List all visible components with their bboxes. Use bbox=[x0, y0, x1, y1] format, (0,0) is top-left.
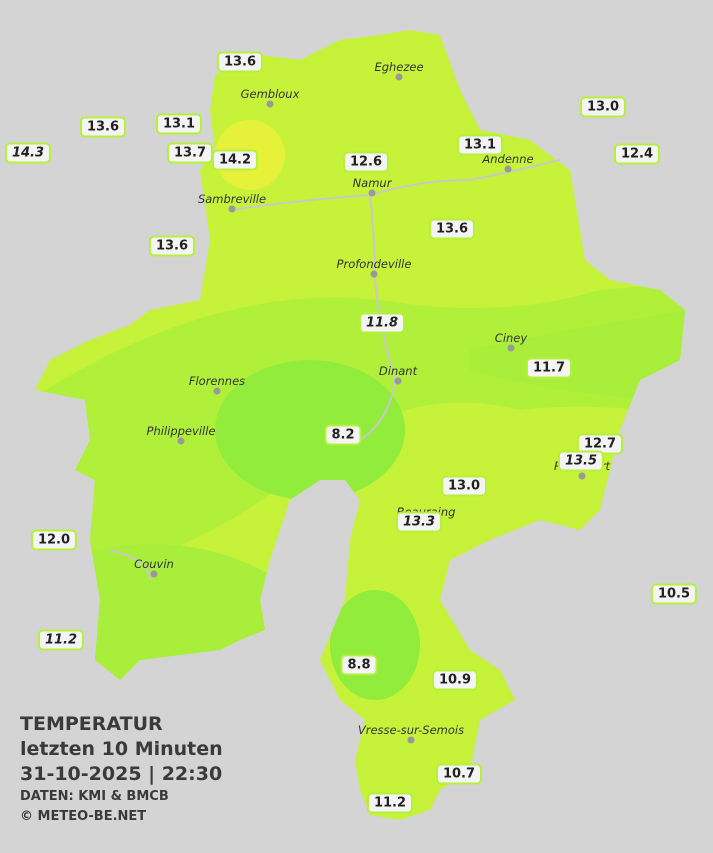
town-dot bbox=[394, 377, 402, 385]
station-label: 13.0 bbox=[579, 96, 627, 118]
town-label: Ciney bbox=[494, 331, 528, 345]
station-label: 11.2 bbox=[37, 629, 85, 651]
town-label: Andenne bbox=[482, 152, 534, 166]
town-dot bbox=[370, 270, 378, 278]
station-label: 10.7 bbox=[435, 763, 483, 785]
station-label: 13.5 bbox=[557, 450, 605, 472]
station-label: 13.1 bbox=[456, 134, 504, 156]
station-label: 11.8 bbox=[358, 312, 406, 334]
station-label: 12.6 bbox=[342, 151, 390, 173]
station-label: 13.6 bbox=[79, 116, 127, 138]
town-dot bbox=[228, 205, 236, 213]
station-label: 11.2 bbox=[366, 792, 414, 814]
town-dot bbox=[504, 165, 512, 173]
town-label: Eghezee bbox=[374, 60, 424, 74]
town-dot bbox=[150, 570, 158, 578]
town-dot bbox=[407, 736, 415, 744]
station-label: 14.3 bbox=[4, 142, 52, 164]
subtitle: letzten 10 Minuten bbox=[20, 738, 223, 760]
town-label: Namur bbox=[352, 176, 392, 190]
town-label: Profondeville bbox=[336, 257, 412, 271]
title: TEMPERATUR bbox=[20, 713, 163, 735]
station-label: 13.6 bbox=[148, 235, 196, 257]
copyright: © METEO-BE.NET bbox=[20, 809, 147, 824]
town-dot bbox=[266, 100, 274, 108]
station-label: 13.3 bbox=[395, 511, 443, 533]
town-label: Florennes bbox=[188, 374, 246, 388]
timestamp: 31-10-2025 | 22:30 bbox=[20, 763, 223, 785]
station-label: 14.2 bbox=[211, 149, 259, 171]
town-dot bbox=[177, 437, 185, 445]
legend: TEMPERATUR letzten 10 Minuten 31-10-2025… bbox=[20, 712, 223, 827]
town-dot bbox=[213, 387, 221, 395]
station-label: 13.6 bbox=[428, 218, 476, 240]
station-label: 13.1 bbox=[155, 113, 203, 135]
town-label: Gembloux bbox=[240, 87, 300, 101]
station-label: 13.7 bbox=[166, 142, 214, 164]
station-label: 12.4 bbox=[613, 143, 661, 165]
town-dot bbox=[368, 189, 376, 197]
station-label: 8.8 bbox=[340, 654, 378, 676]
town-label: Philippeville bbox=[146, 424, 216, 438]
station-label: 8.2 bbox=[324, 424, 362, 446]
station-label: 13.0 bbox=[440, 475, 488, 497]
station-label: 12.0 bbox=[30, 529, 78, 551]
station-label: 10.9 bbox=[431, 669, 479, 691]
town-label: Sambreville bbox=[197, 192, 267, 206]
station-label: 10.5 bbox=[650, 583, 698, 605]
town-dot bbox=[578, 472, 586, 480]
town-label: Dinant bbox=[378, 364, 418, 378]
station-label: 12.7 bbox=[576, 433, 624, 455]
station-label: 11.7 bbox=[525, 357, 573, 379]
town-dot bbox=[395, 73, 403, 81]
station-label: 13.6 bbox=[216, 51, 264, 73]
source: DATEN: KMI & BMCB bbox=[20, 789, 169, 804]
town-dot bbox=[507, 344, 515, 352]
town-label: Couvin bbox=[134, 557, 174, 571]
town-label: Vresse-sur-Semois bbox=[357, 723, 465, 737]
